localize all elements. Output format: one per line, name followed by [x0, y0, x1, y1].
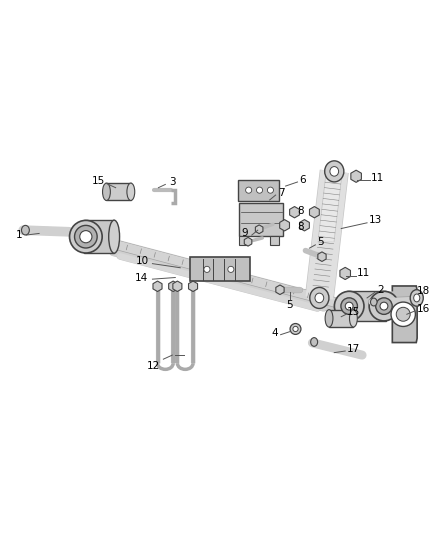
Polygon shape [318, 252, 326, 262]
Polygon shape [188, 281, 198, 292]
Text: 13: 13 [369, 215, 382, 225]
Ellipse shape [334, 292, 364, 321]
FancyBboxPatch shape [106, 183, 131, 200]
Polygon shape [255, 225, 263, 233]
Ellipse shape [330, 167, 339, 176]
Ellipse shape [21, 225, 29, 235]
Circle shape [396, 308, 410, 321]
Text: 5: 5 [286, 301, 293, 310]
Circle shape [228, 266, 234, 272]
Text: 16: 16 [417, 304, 430, 313]
Text: 11: 11 [357, 269, 371, 278]
Ellipse shape [293, 326, 298, 332]
Ellipse shape [325, 161, 344, 182]
Ellipse shape [369, 292, 399, 321]
Ellipse shape [350, 310, 357, 327]
Text: 11: 11 [371, 173, 384, 183]
Text: 8: 8 [297, 222, 304, 232]
FancyBboxPatch shape [329, 310, 353, 327]
Ellipse shape [410, 289, 423, 306]
Ellipse shape [74, 225, 97, 248]
Text: 15: 15 [92, 176, 106, 186]
Ellipse shape [127, 183, 135, 200]
Polygon shape [280, 220, 290, 231]
FancyBboxPatch shape [190, 257, 251, 281]
Ellipse shape [109, 220, 120, 253]
FancyBboxPatch shape [240, 203, 283, 236]
Ellipse shape [380, 302, 388, 310]
Text: 4: 4 [271, 328, 278, 338]
Text: 2: 2 [377, 285, 384, 295]
Polygon shape [244, 237, 252, 246]
Polygon shape [347, 292, 386, 321]
Polygon shape [310, 207, 319, 218]
Ellipse shape [414, 294, 420, 302]
Text: 7: 7 [278, 188, 285, 198]
Polygon shape [84, 220, 114, 253]
Ellipse shape [325, 310, 333, 327]
Circle shape [267, 187, 273, 193]
Polygon shape [392, 286, 417, 343]
Ellipse shape [341, 298, 357, 314]
Ellipse shape [70, 220, 102, 253]
Text: 8: 8 [297, 206, 304, 215]
Polygon shape [153, 281, 162, 292]
Text: 10: 10 [135, 256, 148, 266]
Polygon shape [300, 220, 309, 231]
Circle shape [246, 187, 252, 193]
Text: 6: 6 [299, 174, 306, 184]
Ellipse shape [290, 324, 301, 334]
Text: 9: 9 [241, 228, 248, 238]
Ellipse shape [371, 298, 377, 306]
Circle shape [204, 266, 210, 272]
Ellipse shape [310, 287, 329, 309]
Ellipse shape [311, 337, 318, 346]
Polygon shape [340, 268, 350, 279]
Text: 14: 14 [135, 272, 148, 282]
Circle shape [257, 187, 263, 193]
Polygon shape [351, 170, 361, 182]
Ellipse shape [376, 298, 392, 314]
Ellipse shape [315, 293, 324, 303]
Polygon shape [240, 236, 248, 245]
Polygon shape [270, 236, 279, 245]
Ellipse shape [80, 231, 92, 243]
Text: 12: 12 [147, 361, 160, 371]
FancyBboxPatch shape [238, 180, 279, 201]
Polygon shape [276, 285, 284, 295]
Text: 1: 1 [16, 230, 23, 240]
Text: 18: 18 [417, 286, 430, 296]
Text: 5: 5 [318, 237, 324, 247]
Circle shape [391, 302, 415, 326]
Ellipse shape [102, 183, 110, 200]
Polygon shape [173, 281, 182, 292]
Text: 15: 15 [347, 307, 360, 317]
Polygon shape [169, 281, 178, 292]
Text: 3: 3 [169, 177, 176, 187]
Polygon shape [290, 207, 300, 218]
Text: 17: 17 [347, 344, 360, 353]
Ellipse shape [345, 302, 353, 310]
